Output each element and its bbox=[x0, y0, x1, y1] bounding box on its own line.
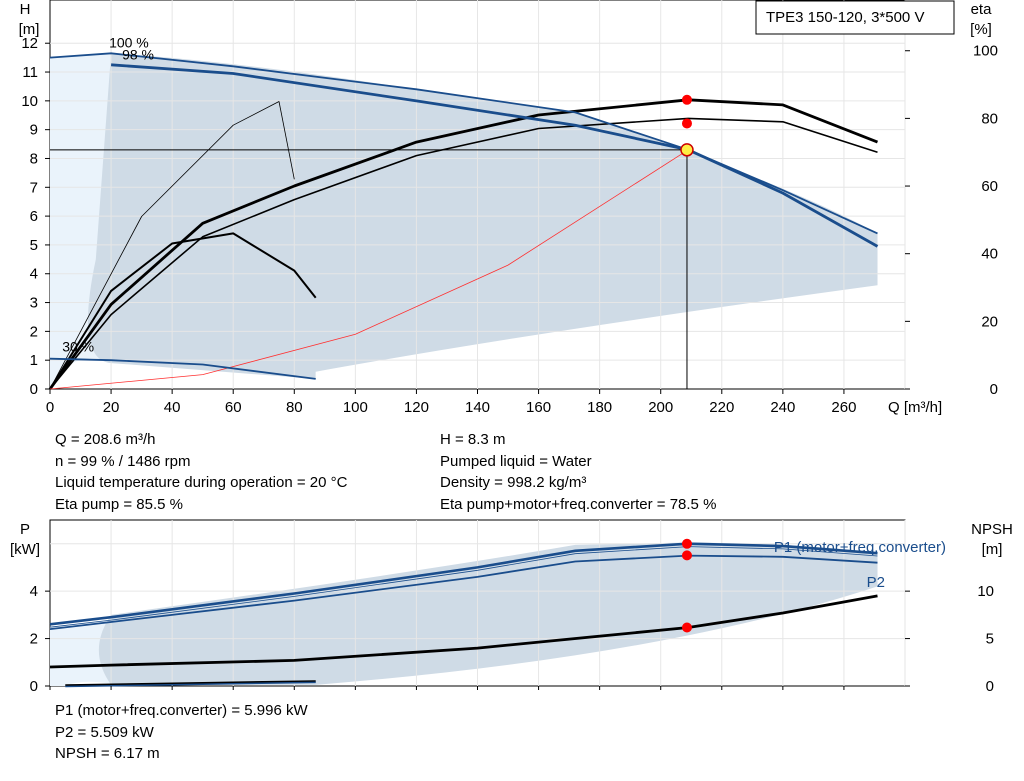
x-tick-label: 180 bbox=[587, 399, 612, 416]
x-tick-label: 140 bbox=[465, 399, 490, 416]
x-tick-label: 100 bbox=[343, 399, 368, 416]
op-eta-total-point bbox=[681, 118, 692, 129]
info-line: NPSH = 6.17 m bbox=[55, 745, 160, 762]
power-range-light bbox=[50, 619, 112, 686]
y-tick-label: 2 bbox=[30, 323, 38, 340]
y2-axis-label: NPSH bbox=[971, 521, 1013, 538]
head-curve bbox=[111, 63, 879, 248]
y-axis-unit: [kW] bbox=[10, 541, 40, 558]
info-line: P1 (motor+freq.converter) = 5.996 kW bbox=[55, 702, 308, 719]
y2-tick-label: 40 bbox=[981, 246, 998, 263]
y-tick-label: 4 bbox=[30, 266, 38, 283]
low-power-curve bbox=[65, 680, 316, 687]
y-tick-label: 5 bbox=[30, 237, 38, 254]
p1-curve-edge bbox=[49, 546, 878, 628]
op-p1-point bbox=[681, 538, 692, 549]
info-line: H = 8.3 m bbox=[440, 431, 506, 448]
y2-tick-label: 10 bbox=[977, 583, 994, 600]
y2-tick-label: 80 bbox=[981, 110, 998, 127]
y2-tick-label: 20 bbox=[981, 313, 998, 330]
y2-tick-label: 100 bbox=[973, 43, 998, 60]
info-line: Density = 998.2 kg/m³ bbox=[440, 474, 587, 491]
chart-title: TPE3 150-120, 3*500 V bbox=[766, 9, 924, 26]
y2-tick-label: 0 bbox=[986, 678, 994, 695]
y2-axis-unit: [m] bbox=[982, 541, 1003, 558]
info-line: Liquid temperature during operation = 20… bbox=[55, 474, 348, 491]
eta-curve bbox=[49, 101, 295, 390]
eta-curve bbox=[49, 117, 878, 390]
annotation-30-percent: 30 % bbox=[62, 339, 94, 355]
y2-tick-label: 0 bbox=[990, 381, 998, 398]
info-line: Q = 208.6 m³/h bbox=[55, 431, 156, 448]
x-tick-label: 200 bbox=[648, 399, 673, 416]
info-upper-right: H = 8.3 m Pumped liquid = Water Density … bbox=[440, 429, 716, 515]
x-axis-label: Q [m³/h] bbox=[888, 399, 942, 416]
annotation-98-percent: 98 % bbox=[122, 46, 154, 62]
info-line: P2 = 5.509 kW bbox=[55, 723, 154, 741]
annotation-100-percent: 100 % bbox=[109, 34, 149, 50]
x-tick-label: 240 bbox=[770, 399, 795, 416]
op-head-point bbox=[680, 143, 694, 157]
eta-curve bbox=[49, 232, 317, 390]
y2-tick-label: 60 bbox=[981, 178, 998, 195]
x-tick-label: 20 bbox=[103, 399, 120, 416]
y2-tick-label: 5 bbox=[986, 631, 994, 648]
system-curve bbox=[49, 149, 689, 390]
npsh-curve bbox=[49, 594, 878, 669]
y-tick-label: 0 bbox=[30, 678, 38, 695]
x-tick-label: 60 bbox=[225, 399, 242, 416]
info-lower: P1 (motor+freq.converter) = 5.996 kW P2 … bbox=[55, 700, 308, 765]
y-tick-label: 4 bbox=[30, 583, 38, 600]
y-tick-label: 2 bbox=[30, 631, 38, 648]
x-tick-label: 160 bbox=[526, 399, 551, 416]
y-tick-label: 8 bbox=[30, 150, 38, 167]
y-tick-label: 11 bbox=[22, 64, 38, 81]
y2-axis-label: eta bbox=[971, 1, 993, 18]
info-upper-left: Q = 208.6 m³/h n = 99 % / 1486 rpm Liqui… bbox=[55, 429, 347, 515]
x-tick-label: 80 bbox=[286, 399, 303, 416]
x-tick-label: 120 bbox=[404, 399, 429, 416]
x-tick-label: 220 bbox=[709, 399, 734, 416]
y-tick-label: 1 bbox=[30, 352, 38, 369]
y2-axis-unit: [%] bbox=[970, 21, 992, 38]
p2-curve bbox=[49, 554, 878, 630]
y-tick-label: 6 bbox=[30, 208, 38, 225]
y-tick-label: 0 bbox=[30, 381, 38, 398]
op-eta-pump-point bbox=[681, 94, 692, 105]
head-curve bbox=[49, 52, 878, 235]
y-tick-label: 10 bbox=[21, 93, 38, 110]
y-tick-label: 3 bbox=[30, 295, 38, 312]
head-curve bbox=[49, 357, 316, 380]
y-tick-label: 7 bbox=[30, 179, 38, 196]
y-axis-label: P bbox=[20, 521, 30, 538]
low-power-curve-blue bbox=[65, 681, 316, 688]
info-line: Pumped liquid = Water bbox=[440, 452, 592, 470]
x-tick-label: 40 bbox=[164, 399, 181, 416]
y-tick-label: 12 bbox=[21, 35, 38, 52]
x-tick-label: 0 bbox=[46, 399, 54, 416]
p1-curve-label: P1 (motor+freq.converter) bbox=[774, 539, 946, 556]
p2-curve-label: P2 bbox=[867, 574, 885, 591]
chart-title-box bbox=[755, 0, 955, 35]
x-tick-label: 260 bbox=[831, 399, 856, 416]
op-npsh-point bbox=[681, 622, 692, 633]
eta-curve bbox=[48, 98, 879, 390]
y-axis-unit: [m] bbox=[19, 21, 40, 38]
op-p2-point bbox=[681, 550, 692, 561]
p1-curve bbox=[49, 542, 878, 626]
info-line: Eta pump = 85.5 % bbox=[55, 495, 183, 513]
y-tick-label: 9 bbox=[30, 122, 38, 139]
info-line: n = 99 % / 1486 rpm bbox=[55, 452, 191, 470]
y-axis-label: H bbox=[20, 1, 31, 18]
info-line: Eta pump+motor+freq.converter = 78.5 % bbox=[440, 495, 717, 513]
power-range-area bbox=[98, 542, 878, 685]
